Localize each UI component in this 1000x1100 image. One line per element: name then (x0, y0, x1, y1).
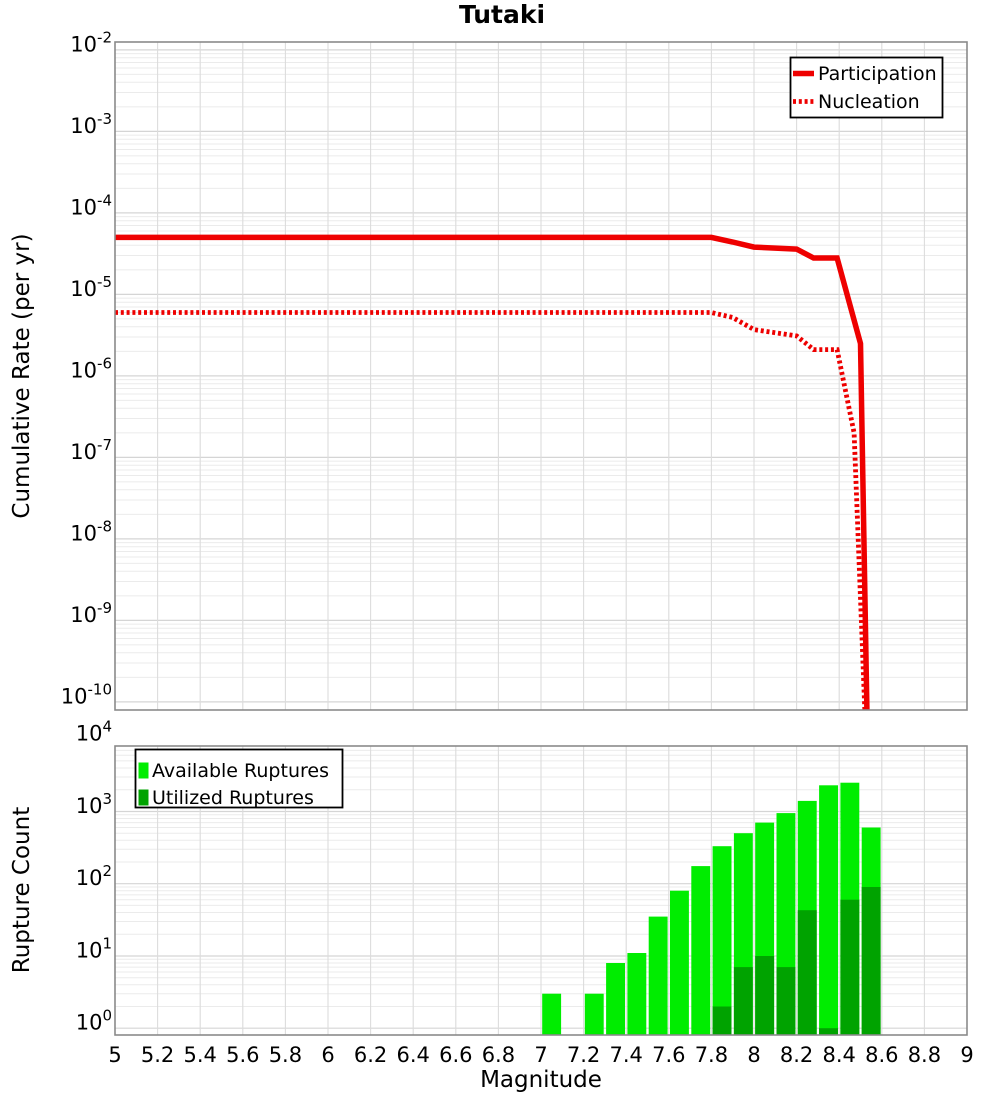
plot-border (114, 745, 968, 1036)
x-tick-label: 8.6 (865, 1043, 898, 1067)
nucleation-line (115, 310, 868, 710)
y-tick-labels: 10-2 10-3 10-4 10-5 10-6 10-7 10-8 10-9 10-10 (61, 28, 112, 708)
x-tick-label: 5 (108, 1043, 121, 1067)
bar-utilized (797, 910, 817, 1035)
bar-utilized (712, 1006, 732, 1035)
y-tick-label: 10-3 (70, 110, 112, 138)
legend-square-swatch (138, 762, 149, 779)
legend: Participation Nucleation (789, 56, 944, 119)
bar-available (648, 916, 668, 1035)
x-tick-label: 9 (960, 1043, 973, 1067)
bar-available (712, 846, 732, 1035)
bar-available (584, 993, 604, 1035)
bars (542, 782, 881, 1035)
bar-available (691, 866, 711, 1035)
x-tick-label: 6.6 (439, 1043, 472, 1067)
bar-utilized (776, 967, 796, 1035)
x-tick-label: 7.6 (652, 1043, 685, 1067)
legend-box (134, 748, 344, 809)
bar-available (819, 785, 838, 1035)
top-panel: 10-2 10-3 10-4 10-5 10-6 10-7 10-8 10-9 10-10 Par… (61, 28, 968, 711)
y-tick-label: 10-10 (61, 680, 112, 708)
y-tick-label: 101 (76, 935, 112, 963)
x-tick-label: 5.6 (226, 1043, 259, 1067)
bar-utilized (819, 1028, 838, 1035)
x-tick-label: 8.4 (822, 1043, 855, 1067)
bar-available (606, 963, 625, 1035)
y-tick-label: 103 (76, 790, 112, 818)
x-tick-label: 5.4 (183, 1043, 216, 1067)
bar-utilized (755, 956, 775, 1035)
x-tick-label: 7.2 (567, 1043, 600, 1067)
x-tick-label: 6 (321, 1043, 334, 1067)
bottom-y-axis-label: Rupture Count (9, 807, 35, 973)
x-axis-label: Magnitude (480, 1067, 602, 1093)
y-tick-label: 10-9 (70, 599, 112, 627)
legend-square-swatch (138, 789, 149, 806)
top-y-axis-label: Cumulative Rate (per yr) (9, 233, 35, 518)
legend-label: Nucleation (818, 91, 920, 113)
x-tick-label: 8.2 (780, 1043, 813, 1067)
bar-available (627, 953, 647, 1035)
y-tick-labels: 104 103 102 101 100 (76, 718, 112, 1035)
y-tick-label: 10-8 (70, 517, 112, 545)
x-tick-label: 8.8 (908, 1043, 941, 1067)
y-tick-label: 10-6 (70, 354, 112, 382)
legend-label: Available Ruptures (152, 760, 329, 782)
y-tick-label: 10-4 (70, 191, 112, 219)
x-tick-label: 7 (534, 1043, 547, 1067)
y-tick-label: 10-7 (70, 436, 112, 464)
bar-utilized (733, 967, 753, 1035)
bar-available (670, 890, 689, 1035)
x-tick-label: 7.4 (609, 1043, 642, 1067)
y-tick-label: 10-2 (70, 28, 112, 56)
y-tick-label: 10-5 (70, 273, 112, 301)
bar-utilized (840, 899, 860, 1035)
plot-border (114, 41, 968, 711)
x-tick-label: 6.8 (482, 1043, 515, 1067)
y-tick-label: 102 (76, 862, 112, 890)
legend-label: Participation (818, 63, 937, 85)
legend: Available Ruptures Utilized Ruptures (134, 748, 344, 809)
y-tick-label: 100 (76, 1007, 112, 1035)
participation-line (115, 234, 870, 710)
legend-label: Utilized Ruptures (152, 787, 314, 809)
y-tick-label: 104 (76, 718, 112, 746)
x-tick-label: 6.2 (354, 1043, 387, 1067)
x-tick-label: 5.8 (269, 1043, 302, 1067)
bottom-panel: 104 103 102 101 100 Available Ruptures Utilize… (76, 718, 968, 1036)
chart-title: Tutaki (459, 0, 545, 29)
x-tick-label: 5.2 (141, 1043, 174, 1067)
legend-box (789, 56, 944, 119)
x-tick-label: 8 (747, 1043, 760, 1067)
bar-utilized (861, 887, 881, 1035)
rate-curves (115, 234, 870, 710)
bar-available (542, 993, 562, 1035)
gridlines (115, 42, 967, 710)
x-tick-label: 7.8 (695, 1043, 728, 1067)
x-tick-labels: 5 5.2 5.4 5.6 5.8 6 6.2 6.4 6.6 6.8 7 7.2 7.4 7.6 7.8 8… (108, 1043, 973, 1067)
x-tick-label: 6.4 (396, 1043, 429, 1067)
